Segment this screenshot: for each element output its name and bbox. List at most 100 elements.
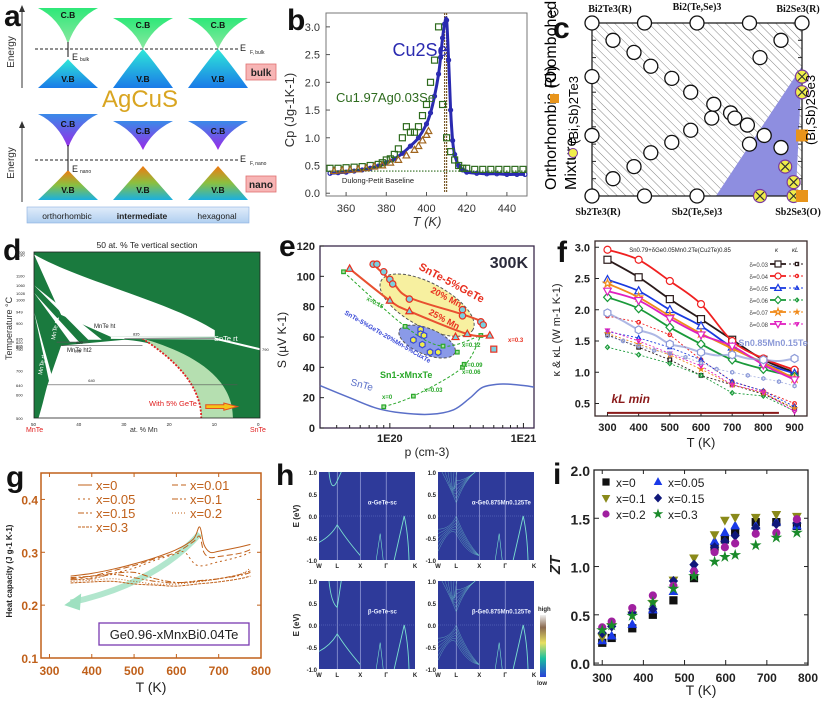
label-mnte-rt1: MnTe rt1 <box>51 316 61 341</box>
data-point <box>345 165 355 173</box>
vb-label-nano: V.B <box>211 185 224 195</box>
data-point <box>688 569 700 582</box>
x-tick-label: 1E21 <box>511 433 537 445</box>
colorbar-high: high <box>538 607 551 613</box>
y-tick-label: 0.3 <box>21 546 38 560</box>
label-mnte-ht2: MnTe ht2 <box>67 348 92 354</box>
data-point <box>423 121 430 127</box>
legend-label: δ=0.08 <box>749 323 768 329</box>
kappal-point <box>667 351 672 356</box>
y-tick-label: 2.0 <box>305 77 320 89</box>
k-point-label: W <box>435 564 441 570</box>
kappa-point <box>664 315 675 324</box>
y-tick-label: 0.5 <box>305 161 320 173</box>
x-tick-label: 20 <box>167 422 173 427</box>
mixture-cross <box>797 72 807 82</box>
cb-label-bulk: C.B <box>211 20 226 30</box>
x-tick-label: 400 <box>629 422 647 434</box>
x-tick-label: 10 <box>212 422 218 427</box>
data-point <box>474 170 480 176</box>
data-point <box>431 93 438 99</box>
y-tick-label: 100 <box>297 271 315 283</box>
left-axis-label: (Bi,Sb)2Te3 <box>566 76 581 144</box>
legend-mixture: Mixture <box>563 137 580 190</box>
kappa-point <box>665 339 674 349</box>
kappa-point <box>665 295 674 304</box>
k-point-label: L <box>454 673 458 679</box>
x-tick-label: 30 <box>121 422 127 427</box>
valence-band <box>437 515 480 556</box>
vb-label-nano: V.B <box>61 185 74 195</box>
panel-i-zt: 0.0 0.5 1.0 1.5 2.0 300 400 500 600 700 800 T (K) ZT… <box>540 463 826 710</box>
valence-band <box>437 526 480 556</box>
fermi-bulk-sub: F, bulk <box>250 50 265 56</box>
x-tick-label: 600 <box>692 422 710 434</box>
x-tick-label: 700 <box>209 664 229 678</box>
vb-label-bulk: V.B <box>136 74 149 84</box>
gap-nano-label: E <box>72 164 78 174</box>
fermi-nano-sub: F, nano <box>250 161 267 167</box>
series-25% Mn <box>345 263 495 341</box>
series-20% Mn <box>369 260 488 329</box>
kappal-point <box>698 360 704 366</box>
k-point-label: K <box>413 564 418 570</box>
kl-min-label: kL min <box>611 392 649 406</box>
kappal-point <box>760 390 767 396</box>
series-x=0.3 <box>596 526 803 636</box>
conduction-band <box>328 471 342 487</box>
rhombohedral-marker <box>584 188 600 204</box>
y-tick-label: 20 <box>303 393 315 405</box>
corner-sb2te3: Sb2Te3(R) <box>575 207 620 218</box>
column-hexagonal: hexagonal <box>197 211 236 221</box>
y-tick-label: 1000 <box>16 297 26 302</box>
legend-label: x=0.2 <box>616 508 646 522</box>
data-point <box>418 340 426 349</box>
panel-g-heat-capacity: 0.1 0.2 0.3 0.4 300 400 500 600 700 800 T (K) Heat … <box>0 465 280 710</box>
conduction-band <box>441 471 476 504</box>
k-point-label: X <box>358 564 362 570</box>
label-x03: x=0.3 <box>508 338 524 344</box>
rhombohedral-marker <box>741 136 758 152</box>
mixture-marker <box>778 159 793 174</box>
x-tick-label: 700 <box>723 422 741 434</box>
legend-kappal-marker <box>793 308 801 316</box>
k-point-label: Γ <box>503 673 507 679</box>
kappal-line <box>607 335 795 387</box>
rhombohedral-marker <box>689 188 705 204</box>
orthorhombic-marker <box>796 129 808 142</box>
valence-band-bulk-hexagonal <box>188 49 248 88</box>
nano-badge-label: nano <box>249 180 273 191</box>
x-tick-label: 300 <box>598 422 616 434</box>
subplot-label: β-Ge0.875Mn0.125Te <box>472 610 532 616</box>
y-tick-label: 835 <box>16 337 23 342</box>
label-mnte-ht: MnTe ht <box>94 324 116 330</box>
x-axis-label: p (cm-3) <box>405 445 450 459</box>
data-point <box>720 516 730 526</box>
data-point <box>405 295 414 303</box>
series-x=0.01 <box>70 535 251 580</box>
legend-marker <box>652 508 664 519</box>
valence-band-gamma <box>512 624 529 670</box>
x-tick-label: 800 <box>798 671 818 685</box>
x-axis-label: T (K) <box>687 435 716 450</box>
x-axis-label: at. % Mn <box>130 427 158 434</box>
valence-band <box>437 529 480 556</box>
valence-band-gamma <box>393 515 410 561</box>
panel-label-b: b <box>287 4 306 37</box>
y-axis-label: E (eV) <box>292 504 301 527</box>
data-point <box>648 603 658 615</box>
y-tick-label: 2.5 <box>305 50 320 62</box>
k-point-label: L <box>335 564 339 570</box>
y-tick-label: 0.0 <box>305 188 320 200</box>
band-subplot-0: α-GeTe-sc -1.0 -0.5 0.0 0.5 1.0 W L X Γ K E (eV) <box>292 471 418 570</box>
mnte-label: MnTe <box>26 427 43 434</box>
legend-rhombohedral: Rhombohedral (R) <box>543 0 560 88</box>
data-point <box>463 164 471 172</box>
x-axis-label: T (K) <box>136 679 167 695</box>
legend-kappa-marker <box>774 260 782 268</box>
data-point <box>459 164 467 172</box>
series-x=0.15 <box>597 518 802 639</box>
conduction-band <box>452 471 476 490</box>
legend-label: x=0 <box>616 476 636 490</box>
y-tick-label: -1.0 <box>426 559 437 565</box>
